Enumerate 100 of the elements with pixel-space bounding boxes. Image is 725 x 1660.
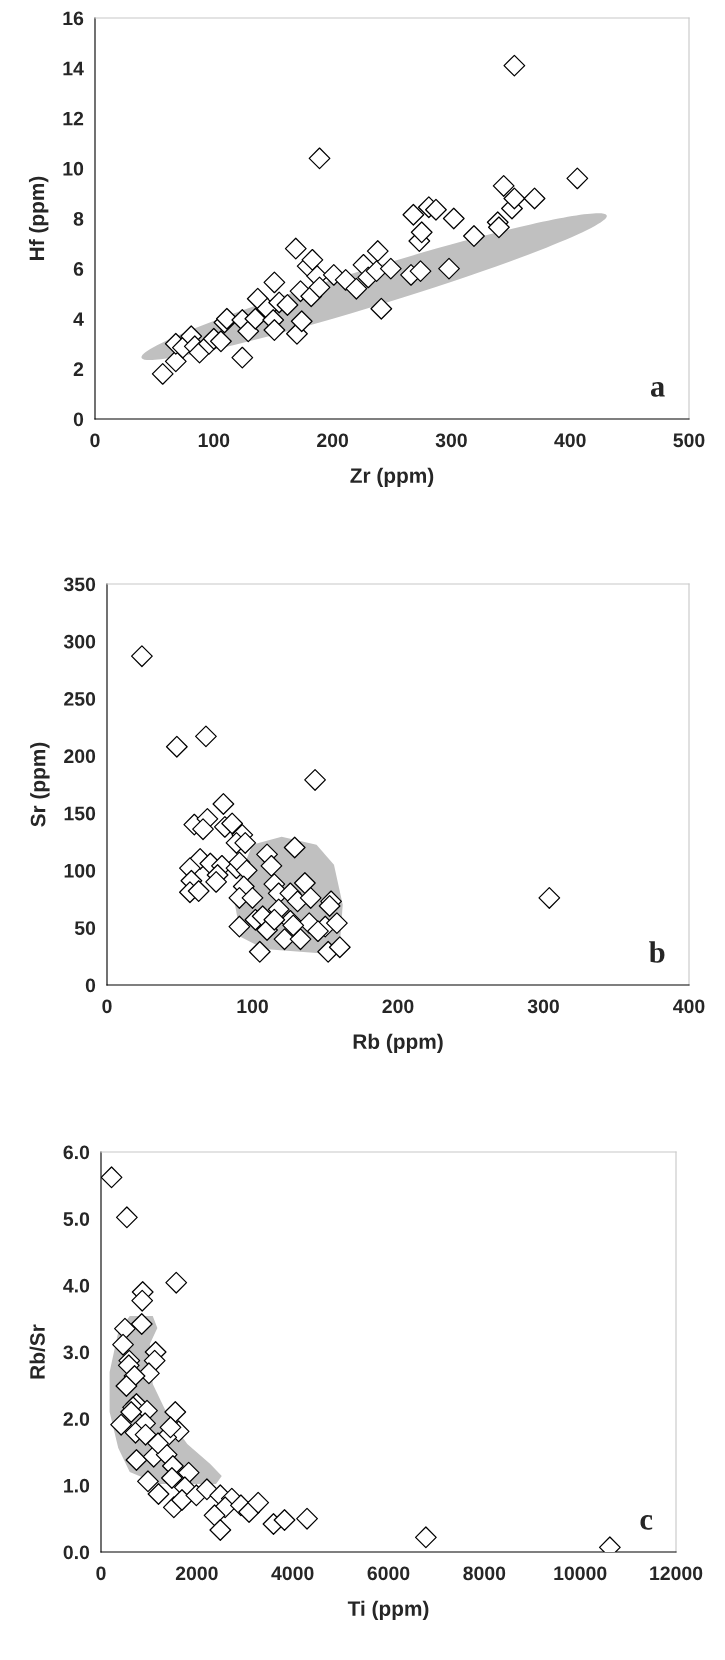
x-tick-label: 400 [554, 433, 586, 448]
point [235, 859, 258, 882]
point [137, 1470, 159, 1493]
y-tick-label: 0 [73, 412, 84, 427]
point [290, 310, 313, 333]
point [234, 832, 257, 854]
point [125, 1449, 148, 1471]
y-tick-label: 12 [63, 111, 84, 126]
point [438, 257, 460, 280]
x-tick-label: 6000 [367, 1566, 410, 1581]
y-tick-label: 350 [63, 577, 96, 592]
point [112, 1333, 134, 1356]
point [503, 187, 526, 210]
point [379, 257, 402, 280]
point [131, 1289, 154, 1312]
point [177, 1461, 200, 1484]
point [160, 1467, 183, 1489]
y-tick-label: 4.0 [63, 1278, 90, 1293]
x-tick-label: 0 [102, 999, 112, 1014]
x-tick-label: 200 [382, 999, 414, 1014]
point [410, 221, 433, 244]
y-tick-label: 2 [73, 362, 84, 376]
x-tick-label: 300 [435, 433, 467, 448]
x-tick-label: 300 [527, 999, 559, 1014]
y-tick-label: 250 [64, 692, 96, 706]
point [293, 872, 316, 894]
point [487, 216, 510, 239]
point [210, 330, 232, 353]
y-tick-label: 50 [74, 921, 96, 935]
point [276, 294, 299, 316]
point [301, 248, 324, 271]
y-tick-label: 6.0 [63, 1145, 90, 1160]
point [147, 1432, 169, 1455]
annotation: c [640, 1515, 653, 1530]
annotation: b [649, 941, 665, 963]
point [192, 818, 214, 841]
y-tick-label: 0 [85, 978, 96, 993]
y-tick-label: 2.0 [63, 1412, 90, 1426]
point [308, 276, 331, 299]
x-tick-label: 100 [237, 999, 268, 1014]
point [318, 895, 341, 917]
y-tick-label: 10 [63, 161, 84, 176]
y-tick-label: 14 [63, 61, 84, 76]
annotation: a [650, 382, 665, 397]
point [244, 307, 267, 330]
point [221, 812, 244, 835]
point [241, 887, 264, 909]
y-tick-label: 1.0 [64, 1478, 90, 1493]
point [263, 319, 286, 341]
y-tick-label: 6 [73, 262, 84, 276]
point [205, 870, 228, 893]
x-tick-label: 8000 [463, 1566, 506, 1581]
y-tick-label: 3.0 [63, 1345, 90, 1360]
x-axis-title: Ti (ppm) [347, 1600, 429, 1621]
point [289, 928, 312, 951]
y-tick-label: 150 [64, 806, 96, 821]
x-tick-label: 400 [673, 999, 705, 1014]
y-tick-label: 8 [73, 211, 84, 226]
point [143, 1349, 166, 1372]
point [130, 1313, 153, 1335]
x-axis-title: Rb (ppm) [353, 1033, 443, 1054]
point [325, 912, 348, 935]
x-tick-label: 4000 [271, 1566, 314, 1581]
x-tick-label: 12000 [650, 1566, 703, 1581]
point [228, 915, 251, 938]
x-tick-label: 500 [673, 433, 705, 448]
y-axis-title: Hf (ppm) [28, 176, 49, 260]
y-tick-label: 100 [64, 863, 96, 878]
y-axis-title: Sr (ppm) [30, 742, 50, 827]
point [115, 1375, 138, 1397]
point [307, 920, 329, 943]
y-axis-title: Rb/Sr [29, 1324, 46, 1379]
y-tick-label: 0.0 [63, 1545, 90, 1560]
point [159, 1416, 182, 1439]
point [345, 277, 368, 300]
point [282, 914, 305, 937]
y-tick-label: 4 [73, 312, 84, 326]
x-tick-label: 2000 [175, 1566, 218, 1581]
x-axis-title: Zr (ppm) [350, 467, 434, 488]
point [110, 1413, 133, 1436]
point [328, 936, 351, 959]
point [409, 260, 432, 283]
y-tick-label: 16 [63, 11, 84, 26]
point [114, 1317, 136, 1340]
x-tick-label: 100 [198, 433, 230, 448]
point [299, 887, 322, 909]
x-tick-label: 10000 [554, 1566, 607, 1581]
y-tick-label: 300 [63, 634, 96, 649]
point [120, 1401, 143, 1423]
point [425, 198, 447, 221]
point [263, 908, 286, 931]
point [134, 1423, 157, 1446]
point [237, 320, 260, 343]
point [463, 225, 485, 247]
point [260, 854, 283, 877]
x-tick-label: 200 [317, 433, 349, 448]
point [187, 880, 210, 902]
point [283, 836, 306, 859]
y-tick-label: 5.0 [63, 1212, 90, 1226]
x-tick-label: 0 [96, 1566, 106, 1581]
